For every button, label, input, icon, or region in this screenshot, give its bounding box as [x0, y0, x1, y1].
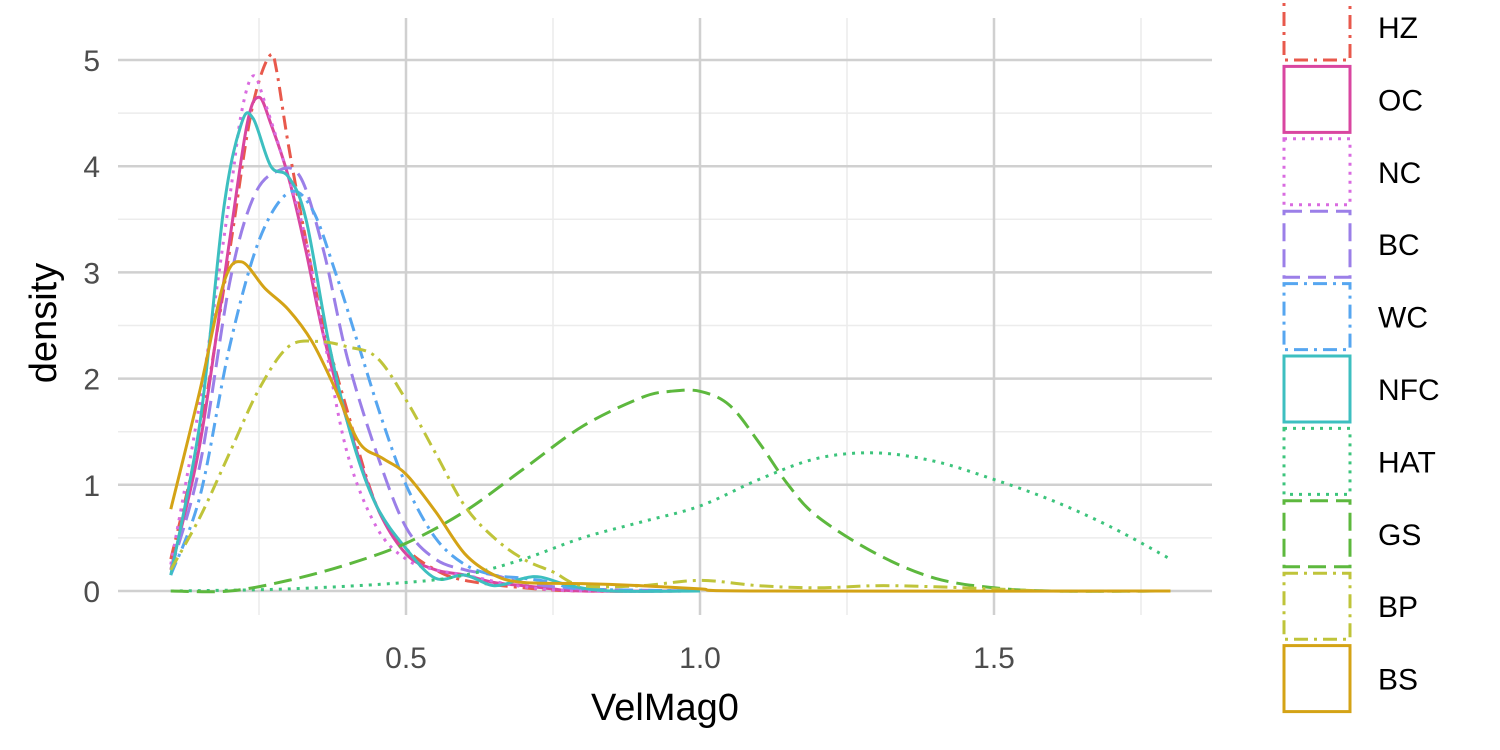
y-tick-label: 4 [83, 151, 100, 184]
legend-key [1282, 137, 1352, 207]
density-lines [169, 52, 1172, 594]
legend-label: BS [1378, 664, 1418, 697]
density-line-hat [170, 451, 1172, 593]
density-line-wc [169, 189, 701, 593]
y-tick-label: 0 [83, 576, 100, 609]
y-tick-labels: 0 1 2 3 4 5 [83, 45, 100, 609]
density-line-nfc [169, 111, 701, 593]
legend-item-bc: BC [1282, 209, 1420, 279]
legend: HZ OC NC BC WC NFC HAT GS BP BS [1282, 0, 1440, 714]
legend-label: BP [1378, 591, 1418, 624]
x-tick-labels: 0.5 1.0 1.5 [385, 642, 1015, 675]
legend-key [1282, 0, 1352, 62]
density-line-gs [170, 388, 1171, 594]
legend-label: GS [1378, 519, 1421, 552]
y-tick-label: 2 [83, 364, 100, 397]
density-line-oc [169, 95, 701, 593]
legend-label: NC [1378, 157, 1421, 190]
legend-key [1282, 571, 1352, 641]
legend-item-wc: WC [1282, 282, 1428, 352]
legend-key [1282, 644, 1352, 714]
y-tick-label: 1 [83, 470, 100, 503]
legend-item-gs: GS [1282, 499, 1421, 569]
x-tick-label: 1.5 [973, 642, 1015, 675]
x-tick-label: 0.5 [385, 642, 427, 675]
legend-item-hz: HZ [1282, 0, 1418, 62]
x-axis-title: VelMag0 [591, 687, 739, 729]
legend-label: BC [1378, 229, 1420, 262]
legend-key [1282, 209, 1352, 279]
legend-label: NFC [1378, 374, 1440, 407]
legend-key [1282, 282, 1352, 352]
legend-key [1282, 499, 1352, 569]
legend-item-hat: HAT [1282, 426, 1436, 496]
y-axis-title: density [23, 263, 65, 383]
legend-key [1282, 426, 1352, 496]
legend-label: OC [1378, 84, 1423, 117]
density-line-nc [169, 74, 701, 593]
legend-item-bp: BP [1282, 571, 1418, 641]
y-tick-label: 5 [83, 45, 100, 78]
legend-item-oc: OC [1282, 64, 1423, 134]
legend-item-bs: BS [1282, 644, 1418, 714]
x-tick-label: 1.0 [679, 642, 721, 675]
y-tick-label: 3 [83, 257, 100, 290]
density-line-bp [169, 339, 1171, 593]
density-line-bs [169, 260, 1171, 593]
legend-key [1282, 354, 1352, 424]
density-line-bc [169, 166, 701, 593]
legend-label: HZ [1378, 12, 1418, 45]
legend-label: WC [1378, 302, 1428, 335]
legend-key [1282, 64, 1352, 134]
legend-item-nc: NC [1282, 137, 1421, 207]
legend-label: HAT [1378, 446, 1436, 479]
legend-item-nfc: NFC [1282, 354, 1440, 424]
